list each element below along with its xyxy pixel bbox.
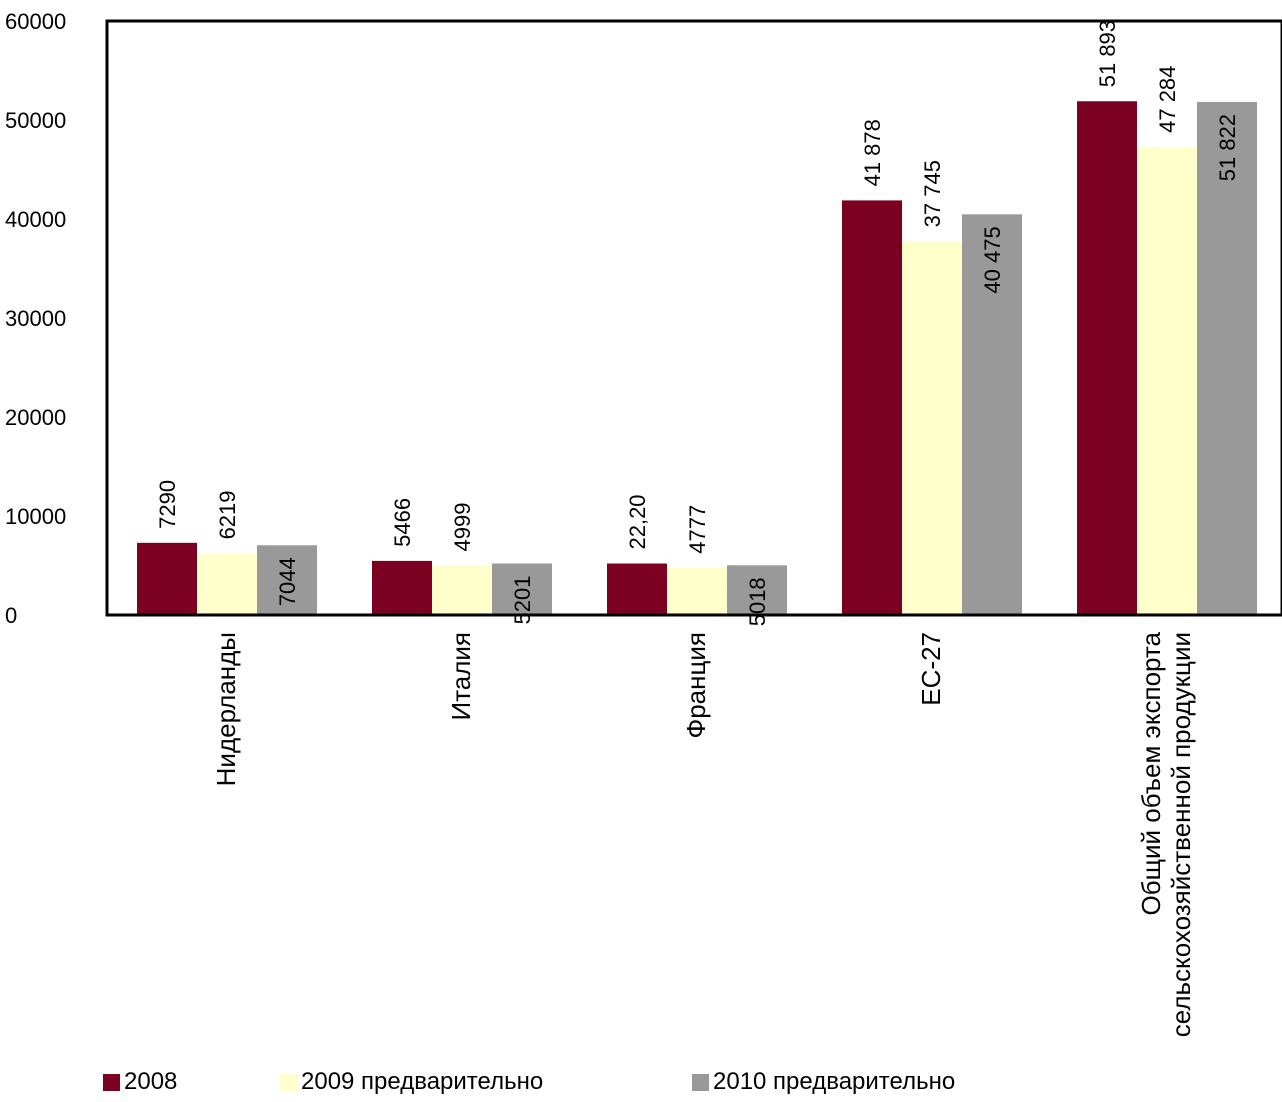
bar-1-0 bbox=[197, 553, 257, 615]
legend-label: 2010 предварительно bbox=[713, 1068, 956, 1095]
data-label: 40 475 bbox=[980, 226, 1005, 293]
y-tick-label: 30000 bbox=[5, 306, 66, 331]
data-label: 7044 bbox=[275, 557, 300, 606]
x-category-label: ЕС-27 bbox=[916, 632, 946, 706]
legend-swatch bbox=[692, 1073, 709, 1091]
data-label: 6219 bbox=[215, 490, 240, 539]
bar-2-2 bbox=[727, 565, 787, 615]
x-category-label: Общий объем экспортасельскохозяйственной… bbox=[1136, 631, 1196, 1037]
bar-1-2 bbox=[667, 567, 727, 615]
bar-1-4 bbox=[1137, 146, 1197, 615]
y-tick-label: 10000 bbox=[5, 504, 66, 529]
y-tick-label: 20000 bbox=[5, 405, 66, 430]
bar-2-1 bbox=[492, 563, 552, 615]
data-label: 37 745 bbox=[920, 160, 945, 227]
bar-1-3 bbox=[902, 241, 962, 615]
data-label: 51 822 bbox=[1215, 114, 1240, 181]
y-tick-label: 60000 bbox=[5, 9, 66, 34]
data-label: 5466 bbox=[390, 498, 415, 547]
bar-0-1 bbox=[372, 560, 432, 615]
data-label: 5018 bbox=[745, 577, 770, 626]
legend-item: 2009 предварительно bbox=[280, 1068, 543, 1096]
data-label: 22,20 bbox=[625, 494, 650, 549]
data-label: 5201 bbox=[510, 576, 535, 625]
chart-legend: 2008 2009 предварительно 2010 предваритель… bbox=[0, 1068, 1282, 1098]
data-label: 41 878 bbox=[860, 119, 885, 186]
y-tick-label: 40000 bbox=[5, 207, 66, 232]
legend-label: 2009 предварительно bbox=[301, 1068, 544, 1095]
plot-area-frame bbox=[105, 19, 1282, 617]
x-category-label: Франция bbox=[681, 632, 711, 739]
bar-0-3 bbox=[842, 200, 902, 615]
data-label: 4999 bbox=[450, 503, 475, 552]
legend-item: 2008 bbox=[103, 1068, 177, 1096]
bar-0-4 bbox=[1077, 101, 1137, 616]
data-label: 51 893 bbox=[1095, 20, 1120, 87]
bar-0-0 bbox=[137, 542, 197, 615]
data-label: 7290 bbox=[155, 480, 180, 529]
legend-item: 2010 предварительно bbox=[692, 1068, 955, 1096]
y-tick-label: 50000 bbox=[5, 108, 66, 133]
legend-swatch bbox=[103, 1073, 120, 1091]
y-tick-label: 0 bbox=[5, 603, 17, 628]
bar-2-0 bbox=[257, 545, 317, 615]
legend-label: 2008 bbox=[124, 1068, 178, 1095]
data-label: 47 284 bbox=[1155, 66, 1180, 133]
x-category-label: Италия bbox=[446, 632, 476, 721]
bar-1-1 bbox=[432, 565, 492, 615]
data-label: 4777 bbox=[685, 505, 710, 554]
legend-swatch bbox=[280, 1073, 297, 1091]
bar-2-3 bbox=[962, 214, 1022, 616]
bar-2-4 bbox=[1197, 101, 1257, 615]
x-category-label: Нидерланды bbox=[211, 632, 241, 786]
bar-0-2 bbox=[607, 563, 667, 615]
